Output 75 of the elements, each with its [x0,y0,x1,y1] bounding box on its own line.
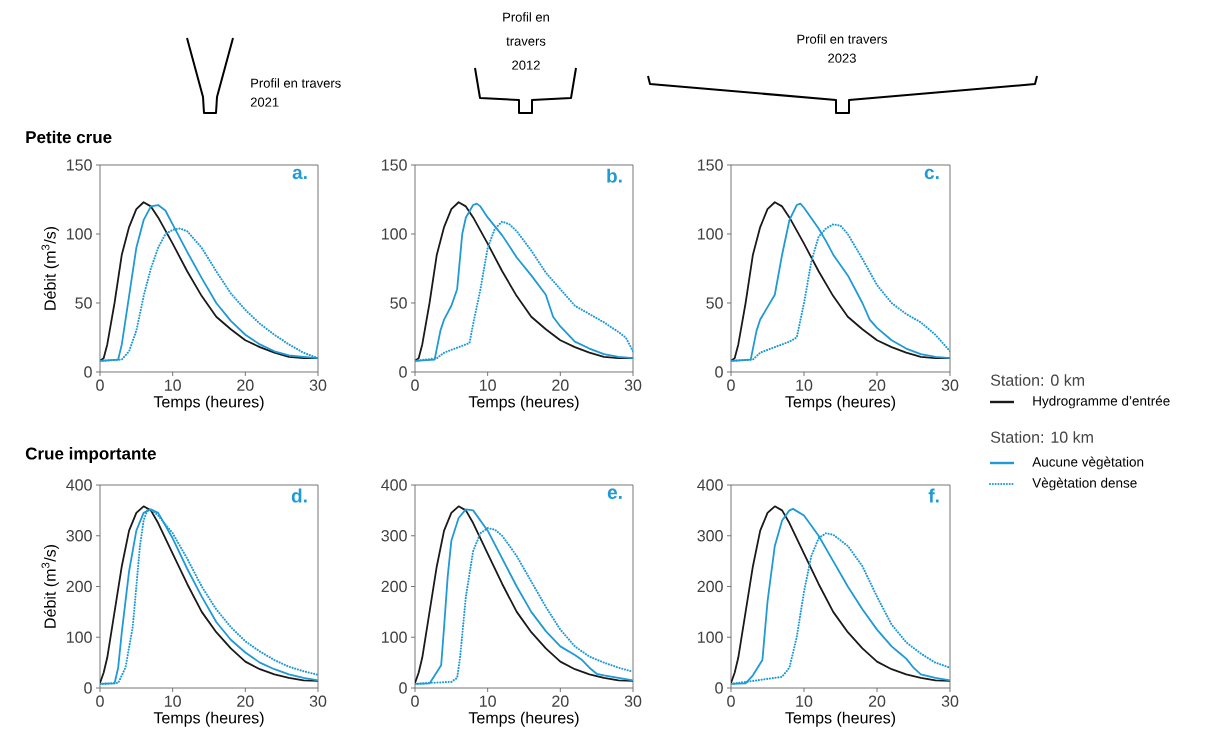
x-tick-label: 20 [868,695,886,707]
text: Profil en travers 2021 [250,78,341,107]
y-tick-label: 200 [381,580,407,593]
y-axis-title: Débit (m$^{3}$/s) [41,227,59,310]
chart-title: b. [607,168,622,183]
x-tick-label: 30 [941,695,959,707]
x-tick-label: 0 [96,379,104,391]
x-axis-title: Temps (heures) [153,395,264,411]
x-tick-label: 30 [309,379,327,391]
x-tick-label: 10 [480,379,496,391]
y-tick-label: 150 [67,159,92,171]
legend-title: Station: 0 km [990,374,1084,386]
y-tick-label: 300 [697,530,723,542]
y-tick-label: 0 [399,366,407,378]
y-tick-label: 150 [698,159,723,171]
legend-label: Aucune vègètation [1032,456,1144,470]
x-tick-label: 30 [941,379,959,391]
y-axis-title: Débit (m$^{3}$/s) [41,545,59,628]
y-tick-label: 0 [715,682,723,694]
text: Crue importante [25,447,156,463]
y-tick-label: 100 [382,228,407,240]
y-tick-label: 300 [381,530,407,542]
y-tick-label: 300 [66,530,92,542]
y-tick-label: 100 [67,228,92,240]
x-tick-label: 10 [796,695,813,707]
x-axis-title: Temps (heures) [785,711,896,727]
x-tick-label: 10 [480,695,496,707]
x-axis-title: Temps (heures) [153,711,264,727]
x-tick-label: 20 [552,695,569,707]
y-tick-label: 400 [66,479,92,491]
text: Profil en travers 2023 [797,34,888,63]
x-tick-label: 30 [309,695,327,707]
text: Station: 10 km [990,431,1093,443]
y-tick-label: 100 [698,228,723,240]
y-tick-label: 100 [67,631,92,643]
y-tick-label: 50 [390,297,407,309]
y-tick-label: 0 [399,682,407,694]
x-tick-label: 10 [164,695,181,707]
x-tick-label: 20 [552,379,569,391]
text: Petite crue [26,130,112,144]
y-tick-label: 0 [84,682,92,694]
y-tick-label: 200 [66,580,92,593]
x-tick-label: 30 [624,695,642,707]
y-tick-label: 100 [382,631,407,643]
chart-title: f. [928,488,939,503]
y-tick-label: 400 [697,479,723,491]
x-tick-label: 20 [868,379,886,391]
x-tick-label: 20 [237,379,254,391]
legend-label: Hydrogramme d’entrée [1033,395,1170,409]
x-tick-label: 0 [727,695,735,707]
x-tick-label: 0 [411,695,419,707]
y-tick-label: 50 [706,297,723,309]
chart-title: d. [291,488,307,503]
x-tick-label: 0 [411,379,419,391]
x-tick-label: 10 [164,379,181,391]
x-tick-label: 0 [727,379,735,391]
x-tick-label: 10 [796,379,813,391]
y-tick-label: 0 [715,366,723,378]
y-tick-label: 150 [382,159,407,171]
chart-title: e. [607,488,622,500]
y-tick-label: 200 [697,580,723,593]
y-tick-label: 100 [698,631,723,643]
chart-title: c. [924,168,939,180]
y-tick-label: 0 [84,366,92,378]
x-axis-title: Temps (heures) [468,395,579,411]
x-tick-label: 30 [624,379,642,391]
chart-title: a. [292,168,307,180]
y-tick-label: 50 [75,297,92,309]
y-tick-label: 400 [381,479,407,491]
x-axis-title: Temps (heures) [785,395,896,411]
x-axis-title: Temps (heures) [468,711,579,727]
x-tick-label: 0 [96,695,104,707]
text: Profil en travers 2012 [503,12,549,70]
legend-label: Vègètation dense [1032,477,1137,491]
x-tick-label: 20 [237,695,254,707]
